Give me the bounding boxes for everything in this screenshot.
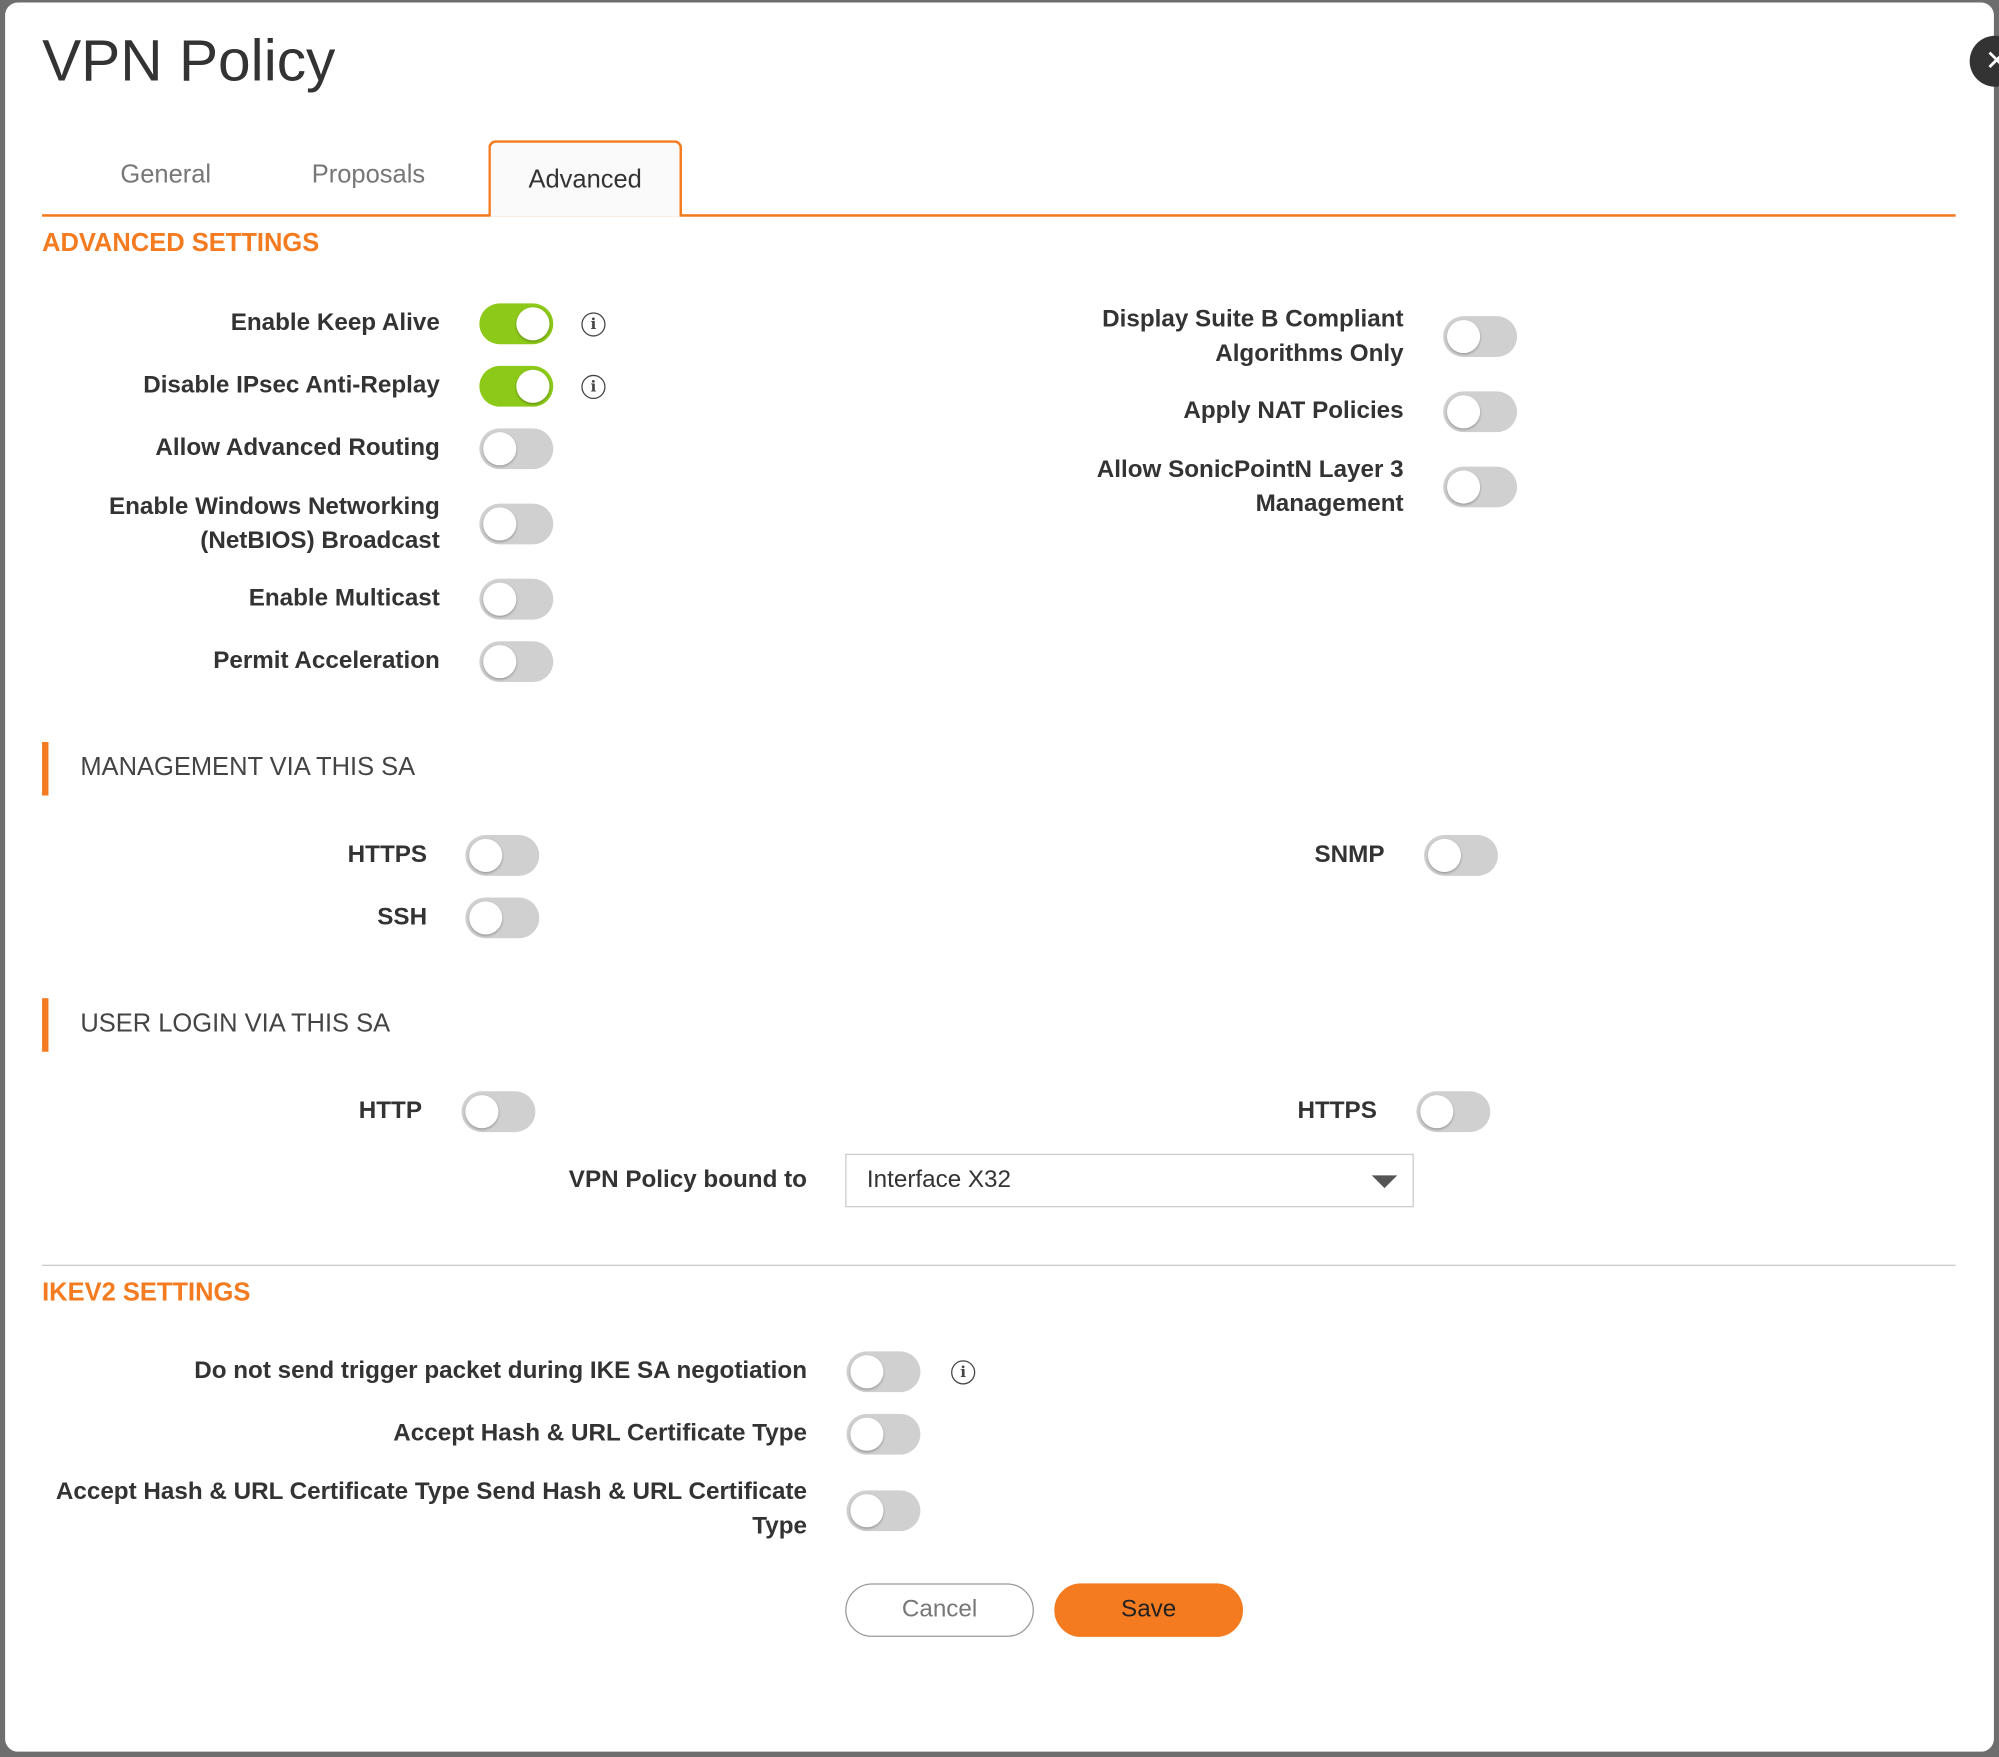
bound-to-select[interactable]: Interface X32 <box>845 1153 1414 1208</box>
vpn-policy-dialog <box>5 2 1994 1752</box>
sonicpoint-toggle[interactable] <box>1443 466 1518 508</box>
mgmt-snmp-label: SNMP <box>1314 841 1385 869</box>
trigger-packet-toggle[interactable] <box>846 1351 921 1393</box>
keep-alive-toggle[interactable] <box>479 303 554 345</box>
trigger-packet-label: Do not send trigger packet during IKE SA… <box>194 1357 807 1385</box>
nat-policies-label: Apply NAT Policies <box>1183 397 1404 425</box>
ikev2-heading: IKEV2 SETTINGS <box>42 1278 251 1307</box>
tab-advanced[interactable]: Advanced <box>488 140 683 217</box>
multicast-label: Enable Multicast <box>248 585 440 612</box>
sonicpoint-label: Allow SonicPointN Layer 3 Management <box>1096 456 1404 518</box>
login-https-label: HTTPS <box>1297 1097 1377 1125</box>
login-http-toggle[interactable] <box>461 1091 536 1133</box>
accept-hash-url-toggle[interactable] <box>846 1413 921 1455</box>
info-icon[interactable]: i <box>951 1360 976 1385</box>
permit-acceleration-label: Permit Acceleration <box>213 647 440 675</box>
suite-b-label: Display Suite B Compliant Algorithms Onl… <box>1102 305 1404 368</box>
send-hash-url-toggle[interactable] <box>846 1490 921 1532</box>
info-icon[interactable]: i <box>581 374 606 400</box>
bound-to-label: VPN Policy bound to <box>568 1166 807 1194</box>
login-http-label: HTTP <box>358 1097 422 1125</box>
page-title: VPN Policy <box>42 26 336 94</box>
login-https-toggle[interactable] <box>1416 1091 1491 1133</box>
divider <box>42 1264 1956 1266</box>
mgmt-https-toggle[interactable] <box>465 835 540 876</box>
bound-to-value: Interface X32 <box>866 1166 1012 1194</box>
management-heading: MANAGEMENT VIA THIS SA <box>80 753 416 782</box>
suite-b-toggle[interactable] <box>1443 316 1518 357</box>
cancel-button[interactable]: Cancel <box>845 1583 1034 1637</box>
send-hash-url-label: Accept Hash & URL Certificate Type Send … <box>55 1478 807 1541</box>
save-button[interactable]: Save <box>1054 1583 1243 1637</box>
mgmt-snmp-toggle[interactable] <box>1424 835 1498 876</box>
anti-replay-label: Disable IPsec Anti-Replay <box>143 372 440 400</box>
tab-general[interactable]: General <box>120 160 212 189</box>
nat-policies-toggle[interactable] <box>1443 391 1518 433</box>
tab-underline <box>42 214 1956 217</box>
advanced-routing-label: Allow Advanced Routing <box>155 434 440 462</box>
mgmt-https-label: HTTPS <box>347 841 428 869</box>
multicast-toggle[interactable] <box>479 578 554 620</box>
netbios-toggle[interactable] <box>479 503 554 545</box>
advanced-settings-heading: ADVANCED SETTINGS <box>42 229 320 258</box>
keep-alive-label: Enable Keep Alive <box>230 309 440 337</box>
section-accent-bar <box>42 741 49 796</box>
netbios-label: Enable Windows Networking (NetBIOS) Broa… <box>108 493 440 555</box>
tab-proposals[interactable]: Proposals <box>311 160 426 189</box>
caret-down-icon <box>1371 1175 1398 1189</box>
mgmt-ssh-toggle[interactable] <box>465 897 540 939</box>
advanced-routing-toggle[interactable] <box>479 428 554 470</box>
info-icon[interactable]: i <box>581 312 606 337</box>
permit-acceleration-toggle[interactable] <box>479 641 554 683</box>
section-accent-bar <box>42 998 49 1052</box>
accept-hash-url-label: Accept Hash & URL Certificate Type <box>393 1420 807 1447</box>
anti-replay-toggle[interactable] <box>479 365 554 407</box>
mgmt-ssh-label: SSH <box>377 903 428 931</box>
user-login-heading: USER LOGIN VIA THIS SA <box>80 1009 391 1038</box>
